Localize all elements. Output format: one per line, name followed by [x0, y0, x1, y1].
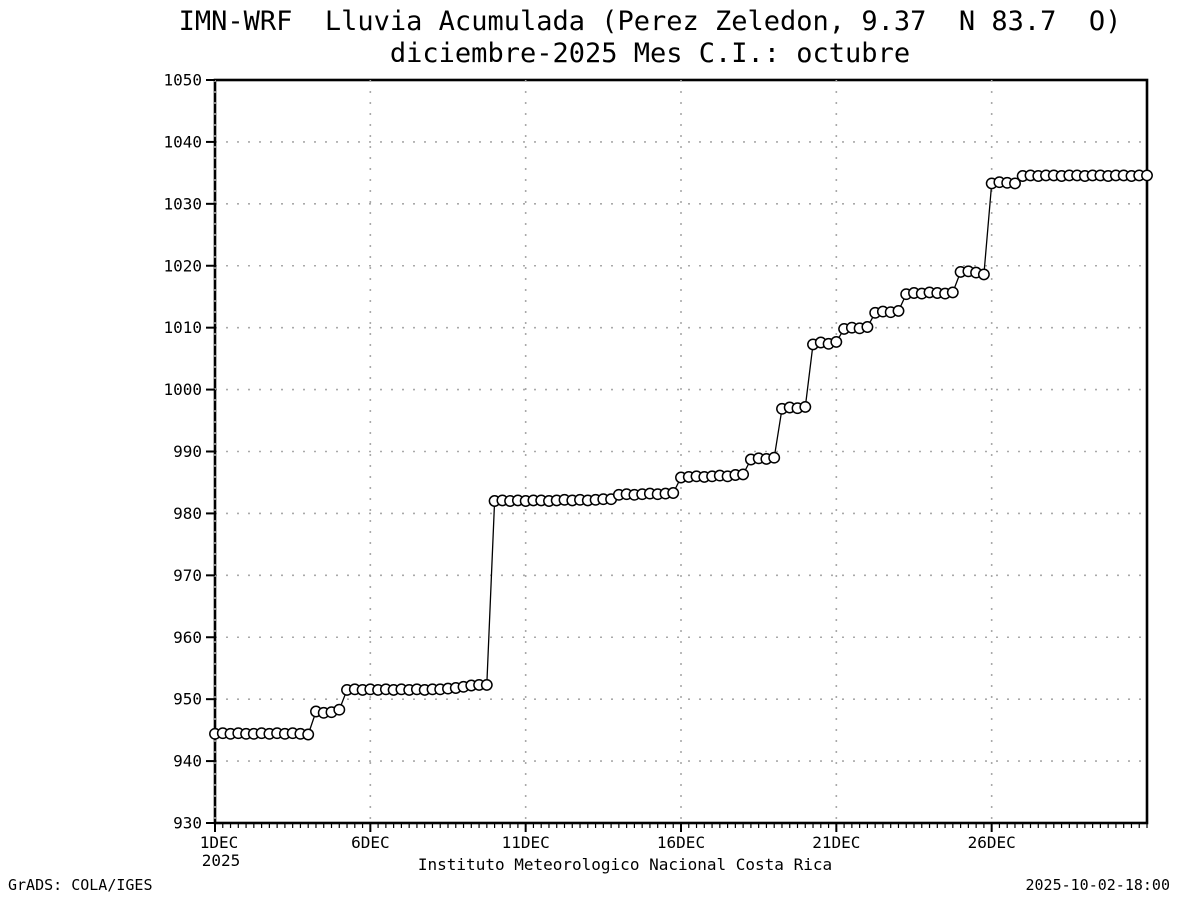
data-point	[480, 678, 493, 691]
y-tick-label: 1030	[163, 194, 202, 213]
y-tick-label: 980	[173, 504, 202, 523]
x-tick-label: 11DEC	[502, 833, 550, 852]
x-tick-label: 1DEC	[200, 833, 239, 852]
data-point	[946, 286, 959, 299]
data-point	[333, 703, 346, 716]
y-tick-label: 970	[173, 566, 202, 585]
y-tick-label: 930	[173, 814, 202, 833]
y-tick-label: 1010	[163, 318, 202, 337]
y-tick-label: 940	[173, 752, 202, 771]
y-tick-label: 960	[173, 628, 202, 647]
x-tick-label: 16DEC	[657, 833, 705, 852]
data-point	[892, 304, 905, 317]
chart-subtitle: diciembre-2025 Mes C.I.: octubre	[389, 38, 911, 69]
x-tick-label: 21DEC	[812, 833, 860, 852]
data-point	[861, 321, 874, 333]
x-tick-label: 6DEC	[351, 833, 390, 852]
x-tick-year-label: 2025	[202, 851, 241, 870]
y-tick-label: 1050	[163, 71, 202, 90]
data-point	[667, 487, 680, 499]
grads-credit-label: GrADS: COLA/IGES	[8, 876, 153, 894]
run-timestamp-label: 2025-10-02-18:00	[1025, 876, 1171, 894]
data-point	[1141, 169, 1153, 182]
data-point	[768, 451, 781, 464]
data-point	[830, 335, 843, 348]
y-tick-label: 1000	[163, 380, 202, 399]
chart-title-block: IMN-WRF Lluvia Acumulada (Perez Zeledon,…	[100, 6, 1200, 70]
y-tick-label: 1040	[163, 132, 202, 151]
y-tick-label: 990	[173, 442, 202, 461]
data-point	[799, 400, 812, 413]
data-point	[302, 728, 315, 741]
institute-label: Instituto Meteorologico Nacional Costa R…	[417, 855, 833, 874]
data-point	[1009, 177, 1021, 190]
data-point	[977, 268, 990, 281]
data-point	[737, 468, 750, 481]
chart-title: IMN-WRF Lluvia Acumulada (Perez Zeledon,…	[178, 6, 1122, 37]
y-tick-label: 1020	[163, 256, 202, 275]
x-tick-label: 26DEC	[968, 833, 1016, 852]
y-tick-label: 950	[173, 690, 202, 709]
